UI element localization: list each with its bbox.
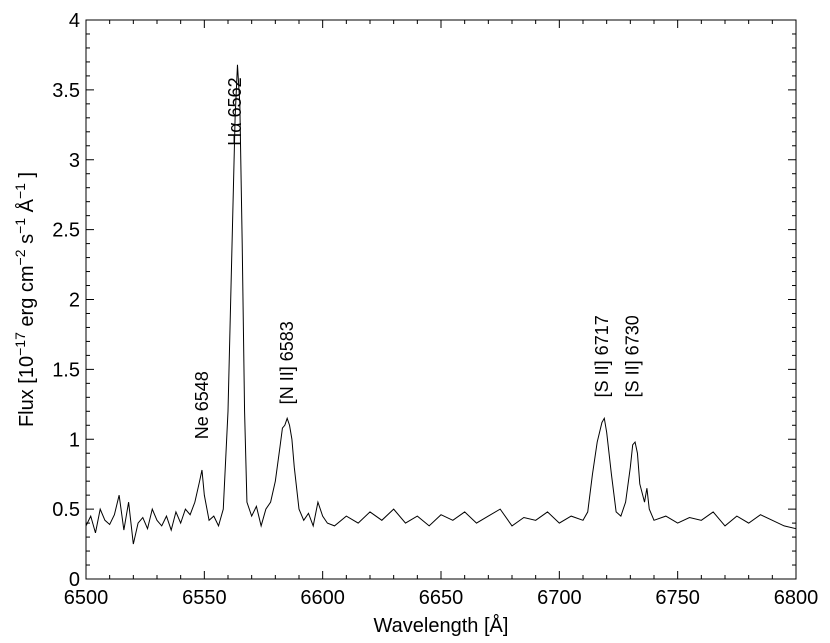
x-tick-label: 6550 [182,587,227,609]
plot-area: Ne 6548 Hα 6562 [N II] 6583 [S II] 6717 [S I… [85,19,797,580]
y-tick-label: 2.5 [52,220,80,242]
y-axis-label-exp1: −17 [12,332,28,356]
x-tick-label: 6500 [64,587,109,609]
y-tick-label: 4 [69,10,80,32]
x-axis-label: Wavelength [Å] [374,614,509,637]
line-annotation-label: Ne 6548 [192,371,212,439]
y-axis-label: Flux [10−17 erg cm−2 s−1 Å−1 ] [12,172,38,427]
y-tick-labels: 0 0.5 1 1.5 2 2.5 3 3.5 4 [52,10,80,591]
plot-frame [85,19,797,580]
x-tick-label: 6650 [419,587,464,609]
y-axis-label-prefix: Flux [10 [16,356,38,427]
y-axis-label-suffix: ] [16,172,38,183]
y-tick-label: 2 [69,290,80,312]
line-annotation-label: Hα 6562 [225,77,245,145]
y-tick-label: 1.5 [52,359,80,381]
line-annotation-label: [S II] 6730 [623,315,643,397]
x-tick-label: 6600 [300,587,345,609]
y-tick-label: 0.5 [52,499,80,521]
y-axis-label-exp2: −2 [12,249,28,265]
spectrum-line [85,64,797,545]
line-annotation-label: [N II] 6583 [277,321,297,404]
y-tick-label: 0 [69,569,80,591]
line-annotation-label: [S II] 6717 [592,315,612,397]
y-tick-label: 3.5 [52,80,80,102]
y-axis-label-mid2: s [16,234,38,250]
x-tick-label: 6800 [774,587,819,609]
x-tick-label: 6750 [655,587,700,609]
axis-ticks [85,19,797,580]
line-annotations: Ne 6548 Hα 6562 [N II] 6583 [S II] 6717 [S I… [192,77,643,439]
y-axis-label-mid1: erg cm [16,265,38,332]
y-tick-label: 1 [69,429,80,451]
y-tick-label: 3 [69,150,80,172]
x-tick-labels: 6500 6550 6600 6650 6700 6750 6800 [64,587,819,609]
y-axis-label-mid3: Å [15,198,38,218]
y-axis-label-exp3: −1 [12,218,28,234]
y-axis-label-exp4: −1 [12,183,28,199]
x-tick-label: 6700 [537,587,582,609]
